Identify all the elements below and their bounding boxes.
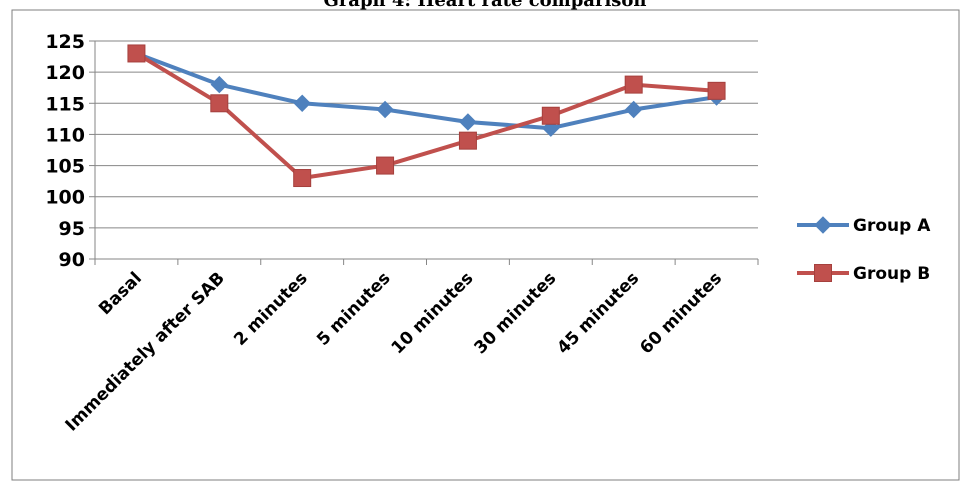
legend-label: Group B <box>853 264 930 284</box>
data-point <box>210 94 229 113</box>
data-point <box>707 81 726 100</box>
y-tick-labels: 90 95 100 105 110 115 120 125 <box>45 31 85 271</box>
legend-item: Group A <box>797 216 931 236</box>
gridlines <box>95 40 758 229</box>
series-line <box>135 51 717 181</box>
legend-marker <box>814 216 832 234</box>
chart-frame <box>11 9 960 481</box>
legend-item: Group B <box>797 264 930 284</box>
data-point <box>459 113 477 131</box>
series-line <box>135 51 717 131</box>
legend-marker <box>814 264 832 282</box>
data-point <box>376 100 394 119</box>
y-tick-label: 100 <box>45 187 85 209</box>
data-point <box>624 100 643 119</box>
y-tick-label: 90 <box>59 249 85 271</box>
data-point <box>458 131 477 150</box>
series-group-b <box>127 44 726 188</box>
y-tick-label: 115 <box>45 93 85 115</box>
legend-label: Group A <box>853 216 931 236</box>
axes <box>89 40 759 265</box>
data-point <box>293 94 311 112</box>
y-tick-label: 120 <box>45 62 85 84</box>
data-point <box>624 75 643 94</box>
data-point <box>127 44 146 63</box>
series <box>127 44 726 188</box>
data-point <box>376 156 395 175</box>
y-tick-label: 125 <box>45 31 85 53</box>
legend: Group A Group B <box>797 216 931 284</box>
data-point <box>293 169 312 188</box>
y-tick-label: 95 <box>59 218 85 240</box>
data-point <box>541 106 560 125</box>
y-tick-label: 110 <box>45 124 85 146</box>
data-point <box>210 75 229 94</box>
y-tick-label: 105 <box>45 156 85 178</box>
chart-title: Graph 4: Heart rate comparison <box>323 0 646 11</box>
